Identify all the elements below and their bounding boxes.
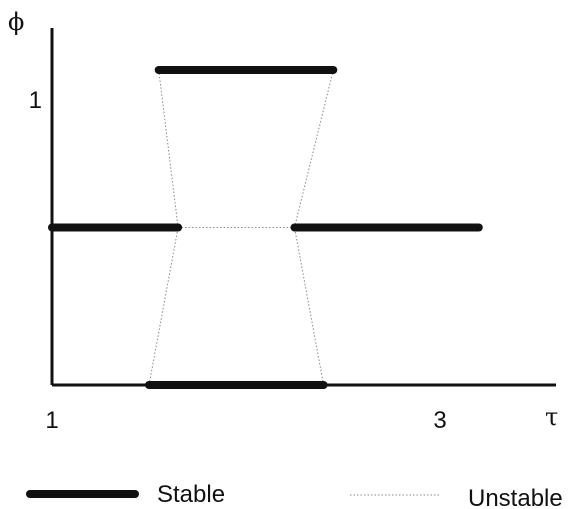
unstable-branch-2 [148, 227, 179, 386]
y-tick-label-0: 1 [29, 87, 42, 114]
x-tick-label-0: 1 [45, 407, 58, 434]
unstable-branch-3 [294, 69, 334, 228]
tick-labels: 1 3 1 [29, 87, 447, 434]
unstable-branch-1 [158, 69, 179, 228]
y-axis-label: ϕ [8, 8, 24, 36]
legend: Stable Unstable [26, 481, 563, 509]
x-axis-label: τ [545, 403, 558, 431]
unstable-branch-4 [294, 227, 325, 386]
x-tick-label-1: 3 [433, 407, 446, 434]
axes [50, 28, 556, 387]
legend-stable-label: Stable [157, 481, 225, 508]
series-marks [48, 66, 483, 389]
legend-unstable-label: Unstable [468, 485, 563, 509]
